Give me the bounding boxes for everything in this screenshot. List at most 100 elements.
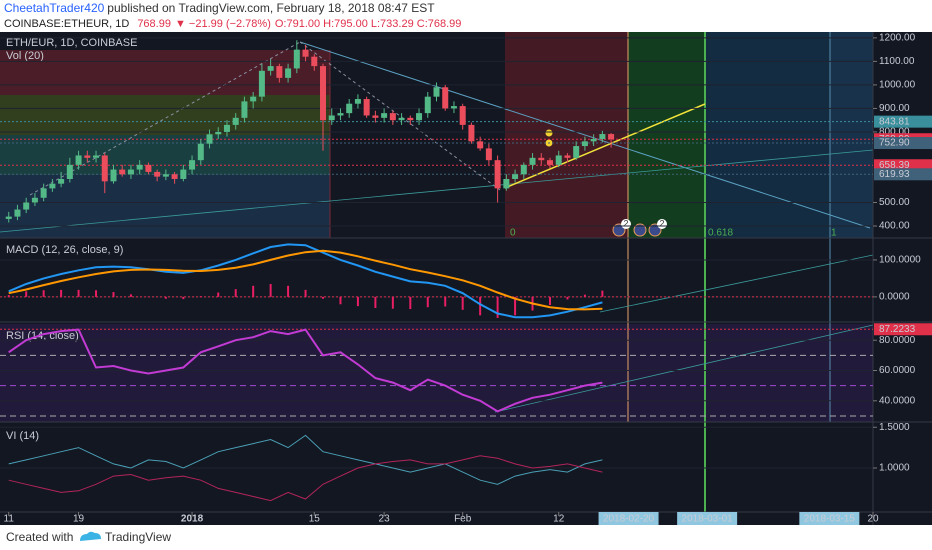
x-tick-label: 11 (4, 514, 15, 525)
macd-bar (391, 296, 394, 309)
candle-body (538, 157, 545, 161)
y-tick-label: 900.00 (879, 103, 910, 114)
candle-body (101, 155, 108, 182)
macd-bar (42, 290, 45, 297)
trendline (29, 41, 301, 196)
footer-brand[interactable]: TradingView (105, 530, 171, 544)
volume-label: Vol (20) (6, 50, 44, 62)
zone (505, 32, 628, 238)
fib-label: 1 (831, 228, 837, 239)
level-box (874, 137, 932, 150)
candle-body (215, 131, 222, 135)
candle-body (171, 174, 178, 179)
macd-bar (199, 296, 202, 297)
marker (545, 129, 553, 137)
x-tick-label: 19 (73, 514, 85, 525)
trendline (599, 254, 874, 313)
candle-body (293, 49, 300, 69)
zone (0, 135, 330, 175)
candle-body (381, 113, 388, 118)
level-label: 87.2233 (879, 324, 916, 335)
symbol: COINBASE:ETHEUR, 1D (4, 18, 129, 30)
y-tick-label: 1200.00 (879, 33, 916, 44)
macd-bar (444, 296, 447, 307)
trendline (504, 103, 706, 189)
candle-body (555, 155, 562, 165)
zone (0, 95, 330, 135)
event-icon[interactable] (633, 223, 647, 237)
x-tick-label: 2018-03-01 (682, 514, 734, 525)
chart-title: ETH/EUR, 1D, COINBASE (6, 37, 137, 49)
candle-body (573, 146, 580, 158)
candle-body (285, 68, 292, 78)
candle-body (311, 56, 318, 67)
macd-bar (566, 296, 569, 300)
macd-bar (409, 296, 412, 310)
candle-body (84, 155, 91, 158)
candle-body (346, 103, 353, 114)
level-label: 658.39 (879, 160, 910, 171)
last: 768.99 (137, 18, 171, 30)
macd-bar (514, 296, 517, 316)
zone (0, 50, 330, 95)
x-tick-box (677, 512, 738, 525)
candle-body (40, 188, 47, 198)
y-tick-label: 0.0000 (879, 292, 910, 303)
logo[interactable] (80, 531, 101, 541)
candle-body (23, 202, 30, 210)
trendline (299, 41, 871, 229)
level-label: 843.81 (879, 116, 910, 127)
candle-body (320, 66, 327, 121)
level-label: 752.90 (879, 138, 910, 149)
y-tick-label: 500.00 (879, 197, 910, 208)
ohlc: O:791.00 H:795.00 L:733.29 C:768.99 (275, 18, 462, 30)
candle-body (503, 178, 510, 189)
candle-body (512, 174, 519, 179)
candle-body (189, 160, 196, 170)
fib-label: 0.618 (708, 228, 733, 239)
macd-bar (374, 296, 377, 308)
y-tick-label: 800.00 (879, 127, 910, 138)
fib-label: 0 (510, 228, 516, 239)
macd-bar (7, 295, 10, 297)
macd-bar (129, 294, 132, 297)
macd-bar (234, 289, 237, 297)
candle-body (14, 209, 21, 217)
author[interactable]: CheetahTrader420 (4, 1, 105, 15)
candle-body (232, 117, 239, 125)
y-tick-label: 80.0000 (879, 335, 916, 346)
rsi-title: RSI (14, close) (6, 330, 79, 342)
zone (830, 32, 873, 238)
candle-body (433, 87, 440, 97)
macd-bar (60, 289, 63, 297)
y-tick-label: 100.0000 (879, 255, 921, 266)
macd-bar (164, 296, 167, 299)
candle-body (363, 99, 370, 116)
macd-bar (479, 296, 482, 316)
vi-title: VI (14) (6, 430, 39, 442)
candle-body (136, 164, 143, 170)
macd-bar (583, 294, 586, 297)
candle-body (416, 113, 423, 121)
candle-body (66, 164, 73, 179)
trendline (494, 324, 874, 413)
macd-bar (252, 285, 255, 297)
candle-body (529, 157, 536, 165)
x-tick-label: 2018 (181, 514, 204, 525)
footer-created: Created with (6, 530, 73, 544)
x-tick-label: Feb (454, 514, 472, 525)
macd-bar (25, 291, 28, 297)
candle-body (494, 160, 501, 189)
y-tick-label: 60.0000 (879, 365, 916, 376)
y-tick-label: 1.0000 (879, 463, 910, 474)
symbol-line: COINBASE:ETHEUR, 1D 768.99 ▼ −21.99 (−2.78… (4, 18, 461, 30)
separators (0, 32, 932, 525)
vi-line (8, 434, 603, 485)
candle-body (241, 101, 248, 118)
macd-bar (77, 289, 80, 297)
y-tick-label: 400.00 (879, 221, 910, 232)
x-tick-label: 2018-03-15 (804, 514, 856, 525)
x-tick-label: 23 (379, 514, 391, 525)
candle-body (49, 183, 56, 189)
level-box (874, 323, 932, 336)
